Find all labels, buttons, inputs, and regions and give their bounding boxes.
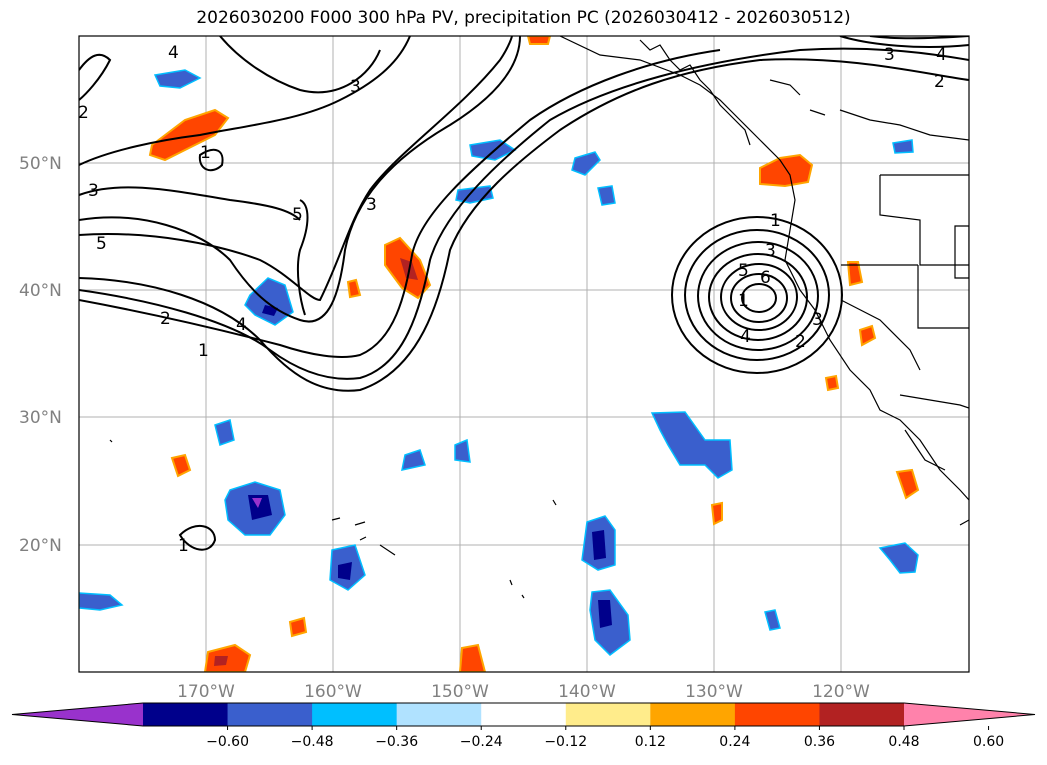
contour-label: 5 bbox=[738, 261, 749, 281]
colorbar-tick-label: −0.36 bbox=[375, 734, 418, 750]
precip-blob bbox=[170, 453, 192, 478]
colorbar-segment bbox=[650, 703, 736, 726]
colorbar-segment bbox=[227, 703, 313, 726]
precip-blob bbox=[214, 419, 235, 446]
lon-label-120w: 120°W bbox=[812, 682, 870, 702]
precip-blob bbox=[148, 108, 230, 162]
precip-blob bbox=[458, 643, 487, 672]
lon-label-170w: 170°W bbox=[177, 682, 235, 702]
contour-label: 4 bbox=[740, 327, 751, 347]
contour-label: 1 bbox=[198, 341, 209, 361]
precip-blob bbox=[401, 449, 426, 471]
contour-label: 1 bbox=[738, 291, 749, 311]
colorbar-segment bbox=[312, 703, 398, 726]
precip-blob bbox=[878, 542, 919, 574]
contour-label: 2 bbox=[795, 332, 806, 352]
colorbar-tick-label: 0.60 bbox=[973, 734, 1004, 750]
colorbar-extend-high bbox=[904, 703, 1035, 726]
precip-blob bbox=[454, 438, 471, 463]
precip-blob bbox=[759, 153, 814, 188]
contour-label: 4 bbox=[236, 315, 247, 335]
precip-blob bbox=[764, 609, 781, 631]
contour-label: 3 bbox=[884, 45, 895, 65]
precip-blob bbox=[571, 151, 601, 176]
precip-blob bbox=[895, 468, 920, 500]
colorbar: −0.60 −0.48 −0.36 −0.24 −0.12 0.12 0.24 0.36 0.4… bbox=[11, 702, 1036, 750]
latitude-labels: 50°N 40°N 30°N 20°N bbox=[19, 154, 62, 556]
lat-label-30n: 30°N bbox=[19, 408, 62, 428]
contour-label: 1 bbox=[770, 211, 781, 231]
lon-label-160w: 160°W bbox=[304, 682, 362, 702]
contour-label: 3 bbox=[366, 195, 377, 215]
contour-label: 2 bbox=[78, 103, 89, 123]
colorbar-tick-label: 0.24 bbox=[719, 734, 750, 750]
map-area: 1 2 3 4 5 3 3 5 4 2 1 1 3 5 6 1 4 2 3 2 … bbox=[78, 36, 969, 672]
colorbar-segment bbox=[819, 703, 905, 726]
colorbar-tick-label: −0.24 bbox=[460, 734, 503, 750]
lat-label-40n: 40°N bbox=[19, 281, 62, 301]
colorbar-segment bbox=[565, 703, 651, 726]
contour-label: 1 bbox=[178, 536, 189, 556]
lon-label-150w: 150°W bbox=[431, 682, 489, 702]
lon-label-130w: 130°W bbox=[685, 682, 743, 702]
precip-blob bbox=[597, 185, 616, 206]
colorbar-tick-label: 0.12 bbox=[635, 734, 666, 750]
contour-label: 3 bbox=[88, 181, 99, 201]
contour-label: 1 bbox=[200, 143, 211, 163]
lat-label-50n: 50°N bbox=[19, 154, 62, 174]
colorbar-segment bbox=[143, 703, 229, 726]
colorbar-segment bbox=[481, 703, 567, 726]
map-title: 2026030200 F000 300 hPa PV, precipitatio… bbox=[196, 8, 851, 28]
precip-blob bbox=[650, 411, 733, 479]
contour-label: 4 bbox=[168, 43, 179, 63]
lon-label-140w: 140°W bbox=[558, 682, 616, 702]
colorbar-tick-label: −0.60 bbox=[206, 734, 249, 750]
contour-label: 2 bbox=[934, 72, 945, 92]
colorbar-tick-label: 0.36 bbox=[804, 734, 835, 750]
colorbar-segment bbox=[734, 703, 820, 726]
precip-blob bbox=[710, 501, 723, 526]
precip-blob bbox=[846, 261, 864, 287]
precip-blob bbox=[526, 36, 552, 45]
contour-label: 5 bbox=[96, 234, 107, 254]
precip-negative-areas bbox=[79, 69, 919, 656]
colorbar-segment bbox=[396, 703, 482, 726]
contour-labels: 1 2 3 4 5 3 3 5 4 2 1 1 3 5 6 1 4 2 3 2 … bbox=[78, 43, 947, 556]
colorbar-outline bbox=[11, 702, 1036, 727]
contour-label: 3 bbox=[812, 310, 823, 330]
precip-blob bbox=[153, 69, 202, 89]
map-frame bbox=[78, 35, 970, 673]
contour-label: 5 bbox=[292, 205, 303, 225]
contour-label: 3 bbox=[350, 77, 361, 97]
precip-blob bbox=[244, 277, 294, 326]
lat-label-20n: 20°N bbox=[19, 536, 62, 556]
contour-label: 6 bbox=[760, 268, 771, 288]
contour-label: 3 bbox=[765, 241, 776, 261]
pv-low-contours bbox=[671, 216, 843, 374]
contour-label: 4 bbox=[936, 45, 947, 65]
precip-blob bbox=[79, 592, 124, 611]
precip-blob bbox=[858, 324, 877, 347]
precip-blob bbox=[824, 374, 840, 392]
gridlines bbox=[79, 36, 969, 672]
colorbar-tick-label: 0.48 bbox=[888, 734, 919, 750]
precip-blob bbox=[288, 616, 308, 638]
coastlines bbox=[109, 36, 969, 599]
colorbar-extend-low bbox=[12, 703, 143, 726]
precip-positive-areas bbox=[148, 36, 920, 672]
colorbar-tick-label: −0.12 bbox=[544, 734, 587, 750]
precip-blob bbox=[346, 278, 362, 299]
precip-blob bbox=[469, 139, 517, 161]
longitude-labels: 170°W 160°W 150°W 140°W 130°W 120°W bbox=[177, 682, 870, 702]
precip-blob bbox=[892, 139, 914, 154]
contour-label: 2 bbox=[160, 309, 171, 329]
colorbar-tick-label: −0.48 bbox=[291, 734, 334, 750]
